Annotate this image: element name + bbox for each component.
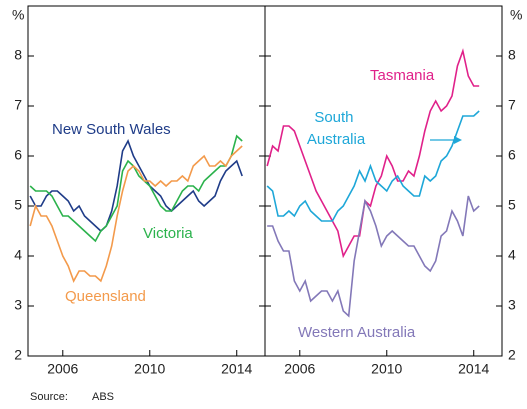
series-label: New South Wales xyxy=(52,121,171,138)
y-tick-label: 3 xyxy=(14,297,22,313)
x-tick-label: 2010 xyxy=(371,361,402,377)
arrow-head xyxy=(454,136,462,144)
y-tick-label: 7 xyxy=(14,97,22,113)
x-tick-label: 2010 xyxy=(134,361,165,377)
series-label: Tasmania xyxy=(370,67,435,84)
y-tick-label: 2 xyxy=(14,347,22,363)
y-tick-label: 5 xyxy=(14,197,22,213)
line-series xyxy=(29,139,243,233)
series-label: Queensland xyxy=(65,288,146,305)
x-tick-label: 2006 xyxy=(284,361,315,377)
y-tick-label: 8 xyxy=(508,47,516,63)
plot-frame xyxy=(264,5,503,357)
line-series xyxy=(29,145,243,283)
y-tick-label: 8 xyxy=(14,47,22,63)
series-label: Victoria xyxy=(143,225,193,242)
line-series xyxy=(266,48,480,259)
line-series xyxy=(29,134,243,243)
y-tick-label: 3 xyxy=(508,297,516,313)
source: ABS xyxy=(92,391,114,403)
line-series xyxy=(267,195,480,318)
y-tick-label: 2 xyxy=(508,347,516,363)
y-tick-label: 7 xyxy=(508,97,516,113)
y-tick-label: 6 xyxy=(508,147,516,163)
x-tick-label: 2014 xyxy=(458,361,489,377)
y-tick-label: 4 xyxy=(508,247,516,263)
series-label: South Australia xyxy=(307,109,366,148)
y-axis-label: % xyxy=(12,7,24,23)
x-tick-label: 2006 xyxy=(47,361,78,377)
line-series xyxy=(266,110,480,222)
y-tick-label: 4 xyxy=(14,247,22,263)
y-tick-label: 6 xyxy=(14,147,22,163)
y-axis-label: % xyxy=(510,7,522,23)
y-tick-label: 5 xyxy=(508,197,516,213)
series-label: Western Australia xyxy=(298,324,416,341)
source-label: Source: xyxy=(30,391,68,403)
x-tick-label: 2014 xyxy=(221,361,252,377)
